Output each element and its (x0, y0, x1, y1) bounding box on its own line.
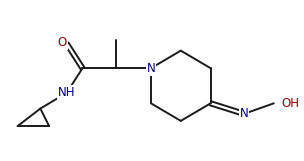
Text: N: N (240, 107, 248, 120)
Text: O: O (58, 36, 67, 49)
Text: N: N (147, 62, 155, 75)
Text: OH: OH (282, 97, 299, 110)
Text: NH: NH (58, 86, 75, 99)
